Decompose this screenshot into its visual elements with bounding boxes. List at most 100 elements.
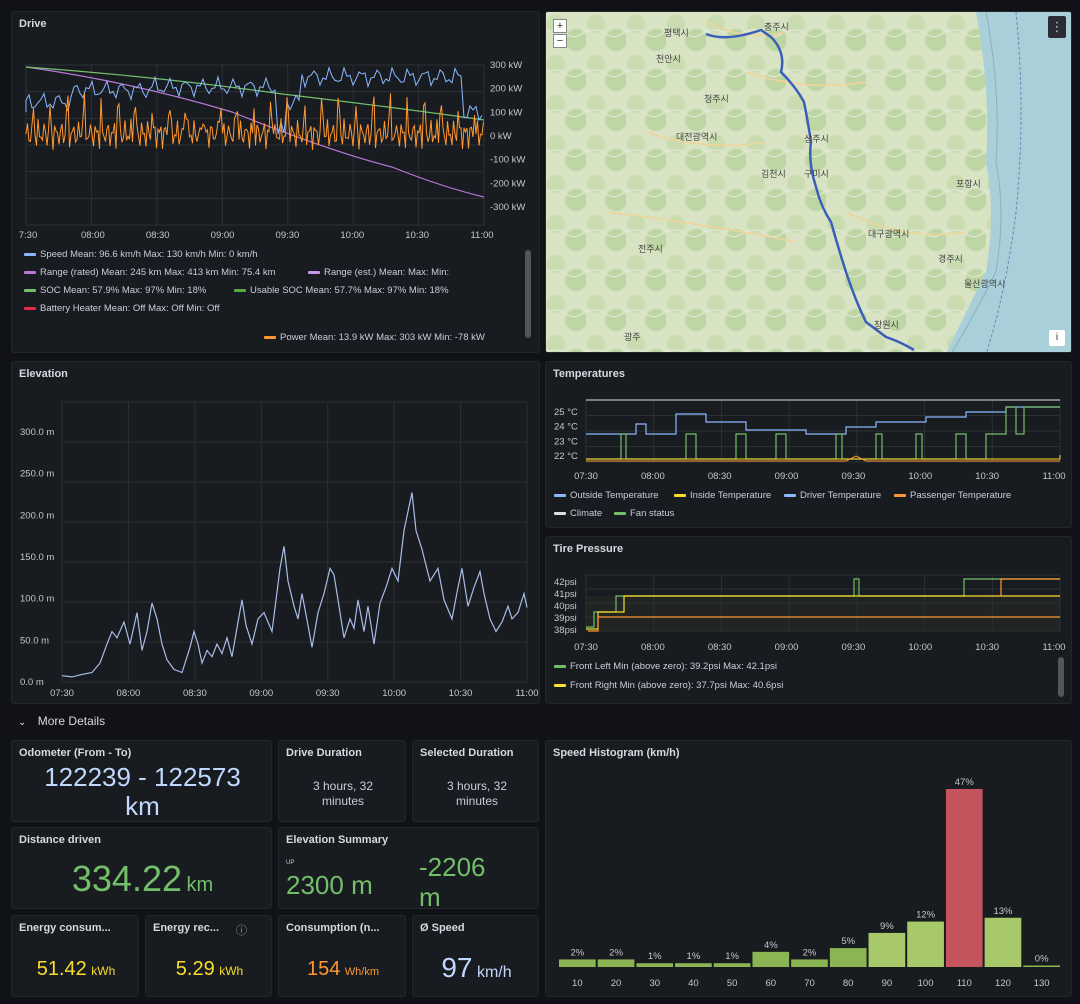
histogram-category-label: 100 [918, 978, 934, 989]
section-label: More Details [37, 714, 106, 728]
map-city-label: 경주시 [938, 253, 963, 265]
histogram-title: Speed Histogram (km/h) [553, 747, 680, 759]
distance-panel: Distance driven 334.22 km [11, 827, 272, 909]
legend-swatch [264, 335, 276, 339]
temperatures-chart[interactable]: 25 °C 24 °C 23 °C 22 °C 07:30 08:00 08:30 09:0… [546, 362, 1072, 528]
legend-scrollbar[interactable] [525, 250, 531, 338]
elevation-chart[interactable]: 300.0 m 250.0 m 200.0 m 150.0 m 100.0 m 50.0 … [12, 362, 540, 704]
axis-tick: 08:00 [641, 471, 665, 482]
axis-tick: 10:00 [382, 688, 406, 699]
map-city-label: 천안시 [656, 54, 681, 65]
distance-unit: km [186, 874, 214, 896]
histogram-category-label: 90 [882, 978, 893, 989]
down-value: -2206 m [419, 852, 486, 908]
histogram-bar[interactable] [791, 959, 828, 967]
zoom-out-button[interactable]: − [553, 34, 567, 48]
legend-label: Range (rated) Mean: 245 km Max: 413 km M… [40, 267, 276, 278]
consumption-panel: Consumption (n... 154 Wh/km [278, 915, 406, 997]
histogram-bar[interactable] [907, 921, 944, 967]
legend-item[interactable]: Passenger Temperature [894, 490, 1011, 501]
map-city-label: 전주시 [638, 244, 663, 255]
legend-label: Inside Temperature [690, 490, 772, 501]
map-info-icon[interactable]: i [1049, 330, 1065, 346]
energy-recovered-value: 5.29 kWh [175, 958, 244, 980]
legend-item[interactable]: Front Left Min (above zero): 39.2psi Max… [554, 661, 777, 672]
histogram-bar[interactable] [636, 963, 674, 967]
histogram-bar[interactable] [713, 963, 751, 967]
legend-item[interactable]: Usable SOC Mean: 57.7% Max: 97% Min: 18% [234, 285, 449, 296]
histogram-bar[interactable] [559, 959, 596, 967]
legend-swatch [24, 252, 36, 256]
histogram-bar[interactable] [1023, 965, 1060, 968]
legend-scrollbar[interactable] [1058, 657, 1064, 697]
drive-panel: Drive 300 kW 200 kW 100 kW 0 kW -100 kW -200 … [11, 11, 540, 353]
legend-swatch [614, 511, 626, 515]
info-icon[interactable]: ⓘ [236, 925, 247, 937]
histogram-bar[interactable] [945, 789, 983, 967]
legend-item[interactable]: SOC Mean: 57.9% Max: 97% Min: 18% [24, 285, 206, 296]
histogram-category-label: 130 [1034, 978, 1050, 989]
axis-tick: 40psi [554, 601, 577, 612]
histogram-value-label: 5% [841, 936, 855, 947]
selected-duration-title: Selected Duration [420, 747, 514, 759]
legend-swatch [674, 493, 686, 497]
legend-item[interactable]: Fan status [614, 508, 674, 519]
axis-tick: -100 kW [490, 155, 525, 166]
axis-tick: 09:00 [211, 230, 235, 241]
histogram-value-label: 1% [648, 951, 662, 962]
legend-swatch [784, 493, 796, 497]
energy-consumed-title: Energy consum... [19, 922, 111, 934]
map-city-label: 광주 [624, 331, 641, 343]
axis-tick: 08:30 [708, 642, 732, 653]
histogram-bar[interactable] [984, 917, 1022, 967]
legend-item[interactable]: Power Mean: 13.9 kW Max: 303 kW Min: -78… [264, 332, 485, 343]
legend-item[interactable]: Range (est.) Mean: Max: Min: [308, 267, 449, 278]
map-panel[interactable]: 평택시 충주시 천안시 청주시 대전광역시 상주시 구미시 포항시 대구광역시 전주시 경주시 울산광… [545, 11, 1072, 353]
axis-tick: 250.0 m [20, 469, 54, 480]
histogram-bar[interactable] [752, 951, 790, 967]
legend-item[interactable]: Driver Temperature [784, 490, 881, 501]
axis-tick: 39psi [554, 613, 577, 624]
legend-label: Fan status [630, 508, 675, 519]
legend-label: Battery Heater Mean: Off Max: Off Min: O… [40, 303, 220, 314]
legend-label: SOC Mean: 57.9% Max: 97% Min: 18% [40, 285, 207, 296]
legend-item[interactable]: Battery Heater Mean: Off Max: Off Min: O… [24, 303, 220, 314]
panel-menu-icon[interactable]: ⋮ [1048, 16, 1066, 38]
zoom-in-button[interactable]: + [553, 19, 567, 33]
down-number: -2206 [419, 852, 486, 882]
legend-item[interactable]: Speed Mean: 96.6 km/h Max: 130 km/h Min:… [24, 249, 258, 260]
odometer-panel: Odometer (From - To) 122239 - 122573 km [11, 740, 272, 822]
legend-item[interactable]: Front Right Min (above zero): 37.7psi Ma… [554, 680, 783, 691]
drive-duration-value: 3 hours, 32 minutes [312, 779, 374, 808]
avg-speed-title: Ø Speed [420, 922, 465, 934]
histogram-bar[interactable] [868, 932, 906, 967]
histogram-value-label: 47% [955, 777, 975, 788]
histogram-chart[interactable]: 2% 10 2% 20 1% 30 1% 40 1% 50 4% 60 2% 70 5% 80 9% 90 12% 1… [546, 741, 1072, 997]
elevation-title: Elevation [19, 368, 68, 380]
legend-swatch [554, 664, 566, 668]
axis-tick: 11:00 [470, 230, 493, 241]
legend-item[interactable]: Outside Temperature [554, 490, 659, 501]
axis-tick: 08:00 [641, 642, 665, 653]
histogram-bar[interactable] [829, 948, 867, 967]
histogram-bar[interactable] [597, 959, 635, 967]
axis-tick: 09:30 [276, 230, 300, 241]
legend-item[interactable]: Inside Temperature [674, 490, 771, 501]
elevation-panel: Elevation 300.0 m 250.0 m 200.0 m 150.0 m 10… [11, 361, 540, 704]
more-details-row[interactable]: ⌄ More Details [18, 714, 105, 728]
histogram-bar[interactable] [675, 963, 712, 967]
axis-tick: 08:30 [183, 688, 207, 699]
map-city-label: 대구광역시 [868, 228, 909, 240]
drive-chart[interactable]: 300 kW 200 kW 100 kW 0 kW -100 kW -200 kW -300… [12, 12, 540, 353]
axis-tick: 0.0 m [20, 677, 44, 688]
legend-label: Climate [570, 508, 603, 519]
speed-histogram-panel: Speed Histogram (km/h) 2% 10 2% 20 1% 30 1% 40 1… [545, 740, 1072, 997]
axis-tick: 08:00 [117, 688, 141, 699]
legend-item[interactable]: Range (rated) Mean: 245 km Max: 413 km M… [24, 267, 276, 278]
consumption-title: Consumption (n... [286, 922, 380, 934]
histogram-value-label: 1% [725, 951, 739, 962]
histogram-value-label: 13% [993, 906, 1013, 917]
legend-item[interactable]: Climate [554, 508, 602, 519]
